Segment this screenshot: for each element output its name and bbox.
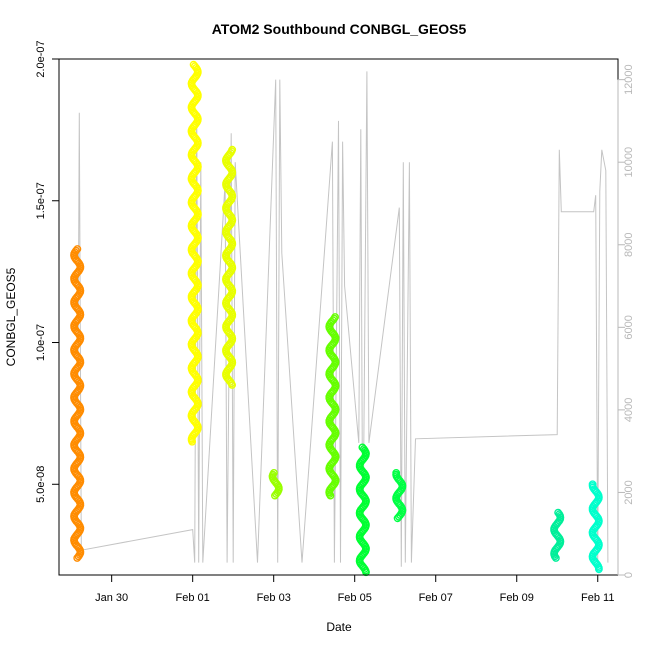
- point-group-6: [355, 443, 370, 577]
- data-point: [190, 62, 199, 71]
- point-group-7: [392, 468, 407, 523]
- data-point: [73, 245, 82, 253]
- point-group-8: [550, 508, 565, 562]
- data-point: [588, 480, 597, 489]
- x-tick-label: Feb 07: [419, 592, 453, 604]
- y-right-tick-label: 8000: [623, 233, 635, 257]
- x-tick-label: Feb 03: [257, 592, 291, 604]
- x-tick-label: Feb 11: [581, 592, 614, 604]
- y-right-tick-label: 10000: [623, 147, 635, 178]
- y-left-tick-label: 5.0e-08: [35, 466, 47, 503]
- data-point: [331, 313, 339, 321]
- y-right-tick-label: 12000: [623, 64, 635, 95]
- x-tick-label: Feb 05: [338, 592, 372, 604]
- y-right-tick-label: 4000: [623, 398, 635, 422]
- point-group-1: [70, 245, 85, 562]
- y-left-tick-label: 2.0e-07: [35, 40, 47, 77]
- data-point: [555, 510, 564, 519]
- y-axis-right: 0 2000 4000 6000 8000 10000 12000: [617, 64, 635, 578]
- point-group-4: [268, 468, 283, 500]
- x-axis: Jan 30 Feb 01 Feb 03 Feb 05 Feb 07 Feb 09 Feb …: [95, 574, 614, 604]
- y-axis-left: 5.0e-08 1.0e-07 1.5e-07 2.0e-07: [35, 40, 60, 503]
- altitude-series-line: [76, 71, 609, 567]
- y-axis-label: CONBGL_GEOS5: [4, 267, 18, 366]
- x-tick-label: Jan 30: [95, 592, 128, 604]
- y-right-tick-label: 6000: [623, 315, 635, 339]
- data-point: [269, 468, 278, 477]
- data-point: [72, 246, 80, 255]
- x-tick-label: Feb 01: [176, 592, 210, 604]
- data-point: [358, 443, 367, 452]
- y-right-tick-label: 2000: [623, 480, 635, 504]
- data-point: [392, 468, 401, 477]
- data-point: [554, 508, 562, 517]
- y-left-tick-label: 1.0e-07: [35, 324, 47, 361]
- data-point: [189, 60, 198, 69]
- y-left-tick-label: 1.5e-07: [35, 182, 47, 219]
- point-group-2: [187, 60, 202, 446]
- point-group-3: [221, 145, 237, 389]
- x-tick-label: Feb 09: [500, 592, 534, 604]
- data-point: [228, 145, 237, 154]
- point-group-9: [588, 480, 603, 574]
- points-layer: [70, 60, 603, 577]
- y-right-tick-label: 0: [623, 572, 635, 578]
- point-group-5: [325, 313, 340, 500]
- altitude-layer: [76, 71, 609, 567]
- x-axis-label: Date: [326, 620, 352, 634]
- chart-title: ATOM2 Southbound CONBGL_GEOS5: [212, 21, 467, 37]
- data-point: [359, 445, 368, 453]
